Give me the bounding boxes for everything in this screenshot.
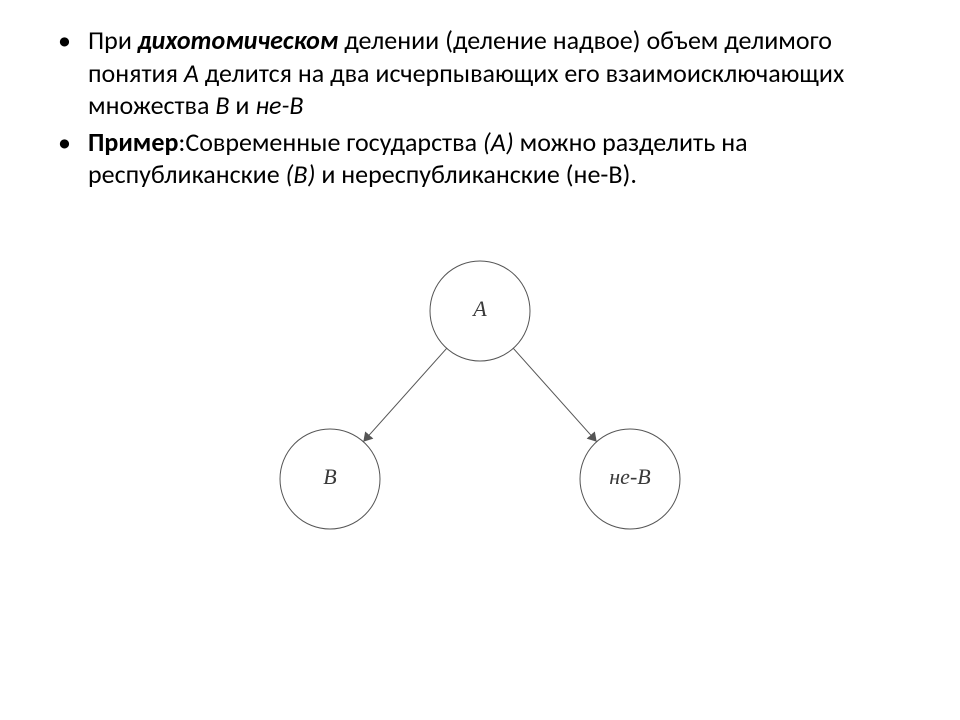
text-run: При	[88, 24, 138, 56]
text-run: не-В	[255, 89, 303, 121]
text-run: дихотомическом	[138, 24, 339, 56]
bullet-item-2: Пример:Современные государства (А) можно…	[88, 126, 920, 191]
edge-A-B	[363, 348, 446, 441]
node-label-B: B	[323, 464, 336, 489]
node-label-A: A	[471, 296, 487, 321]
bullet-list: При дихотомическом делении (деление надв…	[40, 24, 920, 191]
text-run: :Современные государства	[178, 126, 483, 158]
slide: При дихотомическом делении (деление надв…	[0, 0, 960, 720]
text-run: и нереспубликанские (не-В).	[315, 158, 636, 190]
text-run: В	[215, 89, 229, 121]
text-run: (В)	[286, 158, 316, 190]
text-run: и	[230, 89, 256, 121]
bullet-item-1: При дихотомическом делении (деление надв…	[88, 24, 920, 122]
node-label-notB: не-B	[609, 464, 650, 489]
text-run: А	[184, 57, 199, 89]
dichotomy-diagram: A Bне-B	[245, 249, 715, 549]
text-run: делится на два исчерпывающих его взаимои…	[88, 57, 844, 122]
text-run: (А)	[483, 126, 514, 158]
diagram-container: A Bне-B	[40, 249, 920, 549]
edge-A-notB	[513, 348, 596, 441]
text-run: Пример	[88, 126, 178, 158]
